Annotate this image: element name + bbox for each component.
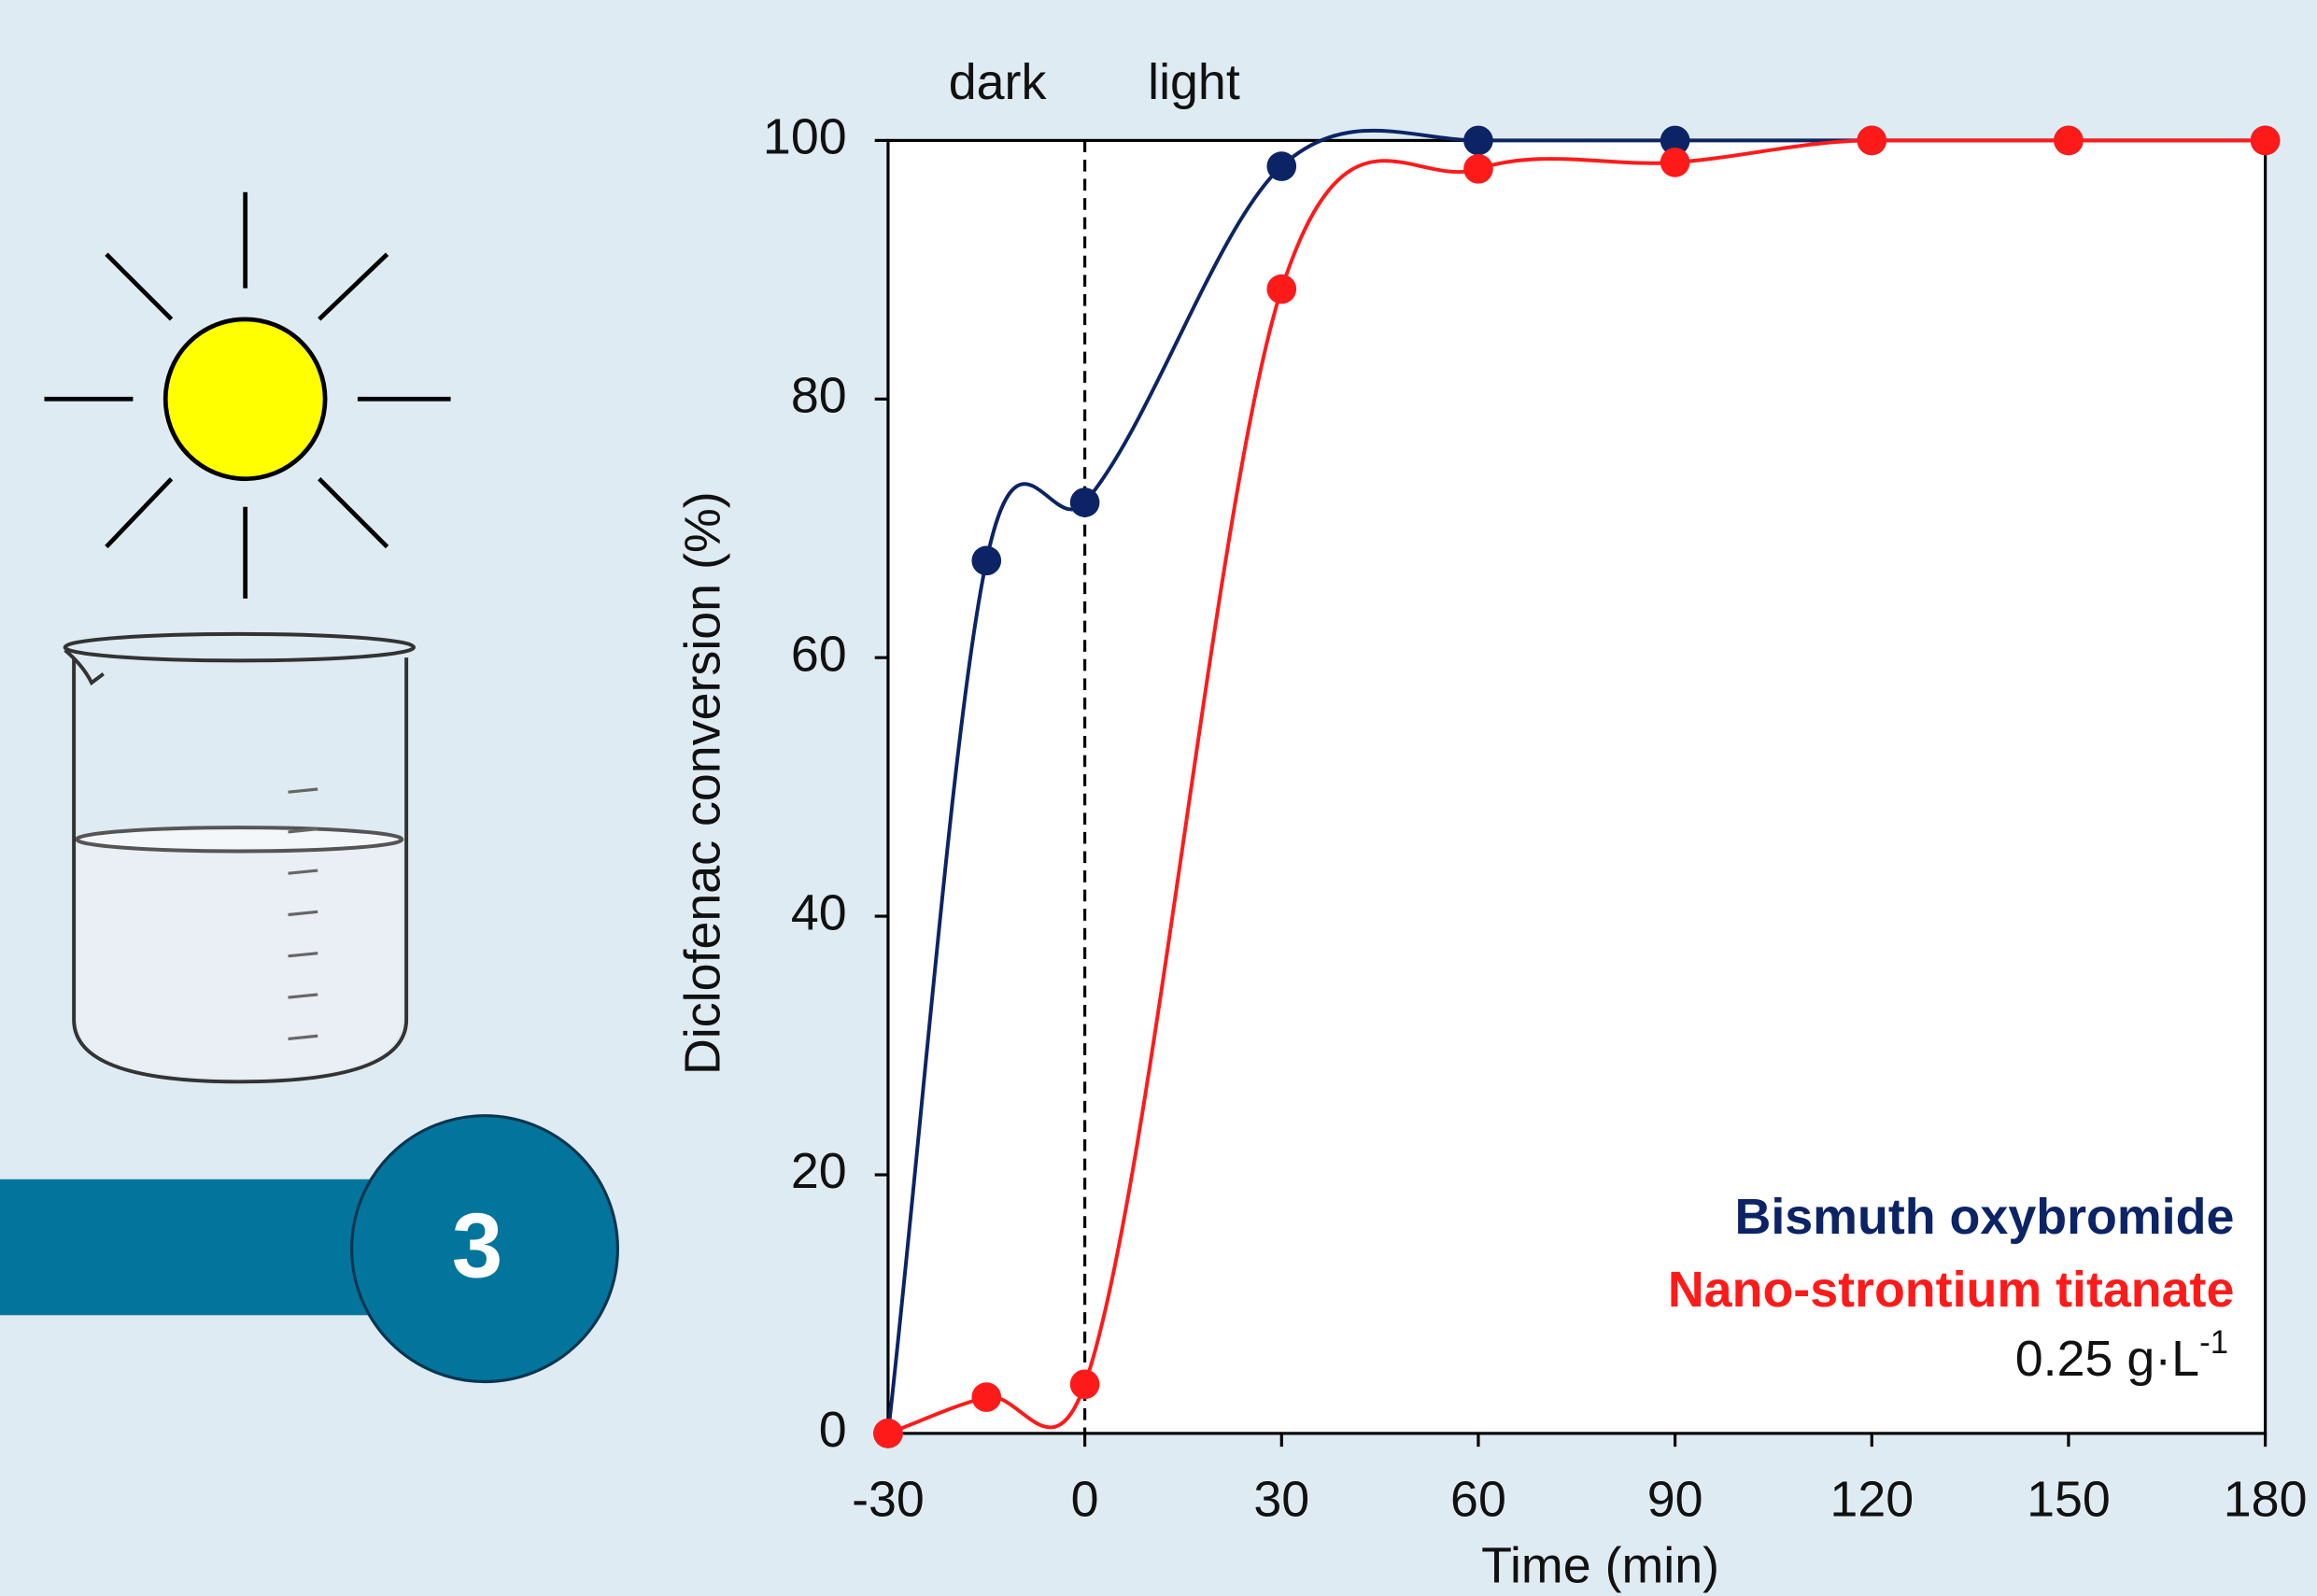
- x-tick-label: 0: [1071, 1471, 1099, 1527]
- x-tick-label: 60: [1450, 1471, 1506, 1527]
- y-tick-label: 80: [791, 367, 847, 423]
- data-point: [1857, 125, 1887, 156]
- step-label: 3: [452, 1194, 503, 1297]
- y-tick-label: 100: [763, 109, 847, 165]
- x-tick-label: 90: [1647, 1471, 1703, 1527]
- data-point: [1266, 274, 1297, 304]
- data-point: [1069, 1369, 1100, 1400]
- concentration-superscript: -1: [2199, 1324, 2228, 1361]
- x-tick-label: 150: [2027, 1471, 2111, 1527]
- x-tick-label: 120: [1830, 1471, 1914, 1527]
- concentration-note: 0.25 g·L-1: [2015, 1324, 2228, 1387]
- x-axis-label: Time (min): [1481, 1538, 1719, 1594]
- x-tick-label: -30: [852, 1471, 925, 1527]
- data-point: [1660, 148, 1690, 177]
- data-point: [2054, 125, 2084, 156]
- series-line: [887, 138, 2266, 1435]
- legend-entry: Nano-strontium titanate: [1668, 1262, 2235, 1318]
- data-point: [971, 545, 1002, 576]
- y-tick-label: 60: [791, 626, 847, 682]
- annotation: light: [1148, 54, 1240, 110]
- concentration-text: 0.25 g·L: [2015, 1331, 2199, 1387]
- step-badge: 3: [0, 1114, 619, 1384]
- data-point: [1266, 151, 1297, 181]
- beaker-icon: [63, 631, 417, 1084]
- data-point: [1463, 125, 1493, 156]
- legend-entry: Bismuth oxybromide: [1734, 1189, 2234, 1245]
- data-point: [2250, 125, 2281, 156]
- data-point: [1660, 125, 1690, 156]
- x-tick-label: 180: [2224, 1471, 2308, 1527]
- data-point: [873, 1419, 903, 1448]
- y-tick-label: 0: [819, 1402, 847, 1458]
- plot-area: [887, 140, 2266, 1434]
- sun-icon: [44, 191, 451, 599]
- data-point: [971, 1382, 1002, 1412]
- x-tick-label: 30: [1253, 1471, 1309, 1527]
- annotation: dark: [949, 54, 1047, 110]
- y-tick-label: 40: [791, 884, 847, 940]
- data-point: [1463, 154, 1493, 184]
- data-point: [1069, 487, 1100, 517]
- y-axis-label: Diclofenac conversion (%): [675, 491, 731, 1075]
- y-tick-label: 20: [791, 1143, 847, 1199]
